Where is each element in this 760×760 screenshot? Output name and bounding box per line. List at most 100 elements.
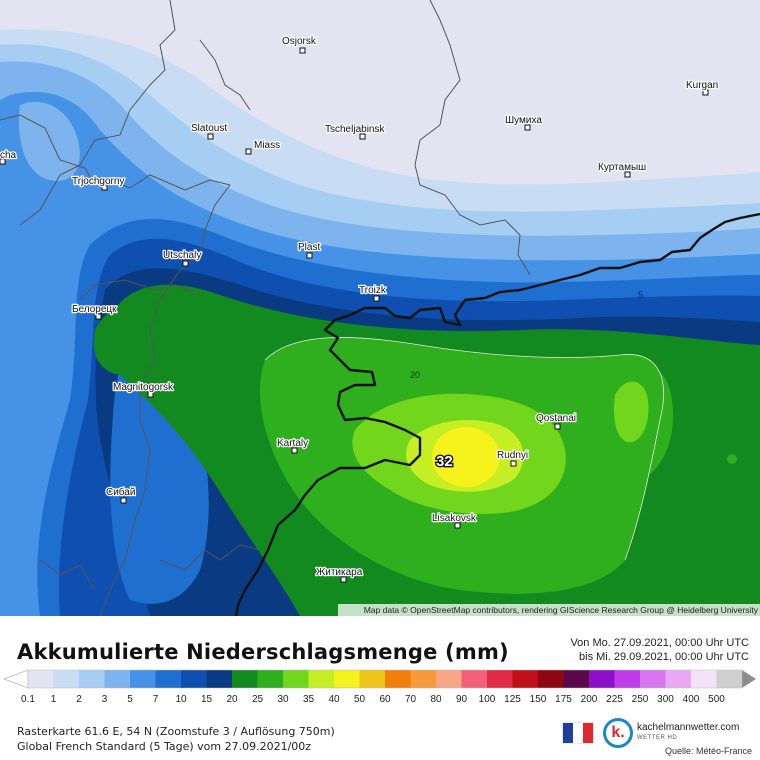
legend-swatch-20 xyxy=(232,670,258,688)
legend-label-90: 90 xyxy=(456,694,468,705)
legend-swatch-7 xyxy=(155,670,182,688)
precip-max-area xyxy=(432,427,500,487)
svg-text:Lisakovsk: Lisakovsk xyxy=(432,513,477,524)
kachelmann-logo-icon: k. xyxy=(603,718,633,748)
brand-subtitle: WETTER HD xyxy=(637,735,678,741)
svg-text:Plast: Plast xyxy=(298,242,320,253)
place-magnitogorsk[interactable]: Magnitogorsk xyxy=(112,381,175,398)
legend-label-175: 175 xyxy=(555,694,572,705)
legend-swatch-400 xyxy=(691,670,717,688)
place-zhitikara[interactable]: Житикара xyxy=(315,566,364,583)
place-kartaly[interactable]: Kartaly xyxy=(276,437,309,454)
legend-swatch-40 xyxy=(334,670,360,688)
precip-pocket-30-east xyxy=(613,381,649,443)
legend-swatch-0.1 xyxy=(28,670,54,688)
legend-label-20: 20 xyxy=(226,694,238,705)
svg-text:Белорецк: Белорецк xyxy=(72,304,117,315)
svg-text:Kurgan: Kurgan xyxy=(686,80,718,91)
place-lisakovsk[interactable]: Lisakovsk xyxy=(431,512,478,529)
map-info: Rasterkarte 61.6 E, 54 N (Zoomstufe 3 / … xyxy=(17,724,335,754)
legend-swatch-125 xyxy=(512,670,539,688)
place-utschaly[interactable]: Utschaly xyxy=(162,249,203,267)
legend-swatch-15 xyxy=(206,670,233,688)
svg-text:Slatoust: Slatoust xyxy=(191,123,227,134)
place-osjorsk[interactable]: Osjorsk xyxy=(281,35,318,54)
flag-stripe-blue xyxy=(563,723,573,743)
legend-outline xyxy=(27,669,743,689)
legend-label-5: 5 xyxy=(127,694,133,705)
svg-text:Шумиха: Шумиха xyxy=(505,115,542,126)
period-end: bis Mi. 29.09.2021, 00:00 Uhr UTC xyxy=(579,651,749,663)
legend-label-35: 35 xyxy=(303,694,315,705)
svg-text:Kartaly: Kartaly xyxy=(277,438,308,449)
legend-label-30: 30 xyxy=(277,694,289,705)
svg-text:Trjochgorny: Trjochgorny xyxy=(72,176,124,187)
place-kurgan[interactable]: Kurgan xyxy=(685,79,720,96)
place-beloretsk[interactable]: Белорецк xyxy=(71,303,118,320)
contour-label-5: 5 xyxy=(638,290,643,300)
svg-text:Troizk: Troizk xyxy=(359,285,387,296)
legend-swatch-30 xyxy=(283,670,309,688)
legend-swatch-3 xyxy=(104,670,131,688)
legend-swatch-10 xyxy=(181,670,207,688)
precip-dot-east xyxy=(727,454,737,464)
svg-text:Житикара: Житикара xyxy=(316,567,363,578)
contour-line-20 xyxy=(264,337,664,561)
legend-swatch-80 xyxy=(436,670,462,688)
place-cha[interactable]: cha xyxy=(0,149,18,165)
legend-label-10: 10 xyxy=(175,694,187,705)
legend-swatch-35 xyxy=(308,670,335,688)
legend-max-arrow xyxy=(742,670,756,688)
place-tscheljabinsk[interactable]: Tscheljabinsk xyxy=(324,123,387,140)
svg-text:Куртамыш: Куртамыш xyxy=(598,162,646,173)
place-sibay[interactable]: Сибай xyxy=(105,485,137,504)
legend-swatch-2 xyxy=(79,670,105,688)
brand-name: kachelmannwetter.com xyxy=(637,722,740,733)
legend-label-80: 80 xyxy=(430,694,442,705)
flag-stripe-red xyxy=(583,723,593,743)
svg-text:Rudnyi: Rudnyi xyxy=(497,450,528,461)
legend-label-2: 2 xyxy=(76,694,82,705)
legend-label-50: 50 xyxy=(354,694,366,705)
place-qostanai[interactable]: Qostanai xyxy=(535,412,577,430)
legend-min-arrow xyxy=(3,669,29,689)
place-slatoust[interactable]: Slatoust xyxy=(190,122,229,140)
map-attribution[interactable]: Map data © OpenStreetMap contributors, r… xyxy=(338,604,760,616)
flag-stripe-white xyxy=(573,723,583,743)
model-info: Global French Standard (5 Tage) vom 27.0… xyxy=(17,740,312,753)
place-trjochgorny[interactable]: Trjochgorny xyxy=(71,175,126,191)
legend-swatch-225 xyxy=(614,670,641,688)
chart-title: Akkumulierte Niederschlagsmenge (mm) xyxy=(17,640,509,664)
legend-swatch-250 xyxy=(640,670,666,688)
svg-text:Osjorsk: Osjorsk xyxy=(282,36,317,47)
legend-swatch-60 xyxy=(385,670,411,688)
place-miass[interactable]: Miass xyxy=(245,139,281,155)
legend-swatch-70 xyxy=(410,670,437,688)
place-troizk[interactable]: Troizk xyxy=(358,284,388,302)
place-rudnyi[interactable]: Rudnyi xyxy=(496,449,529,467)
place-shumikha[interactable]: Шумиха xyxy=(504,114,544,131)
legend-label-150: 150 xyxy=(530,694,547,705)
legend-label-1: 1 xyxy=(51,694,57,705)
legend-swatch-175 xyxy=(563,670,590,688)
legend-swatch-25 xyxy=(257,670,284,688)
legend-swatch-1 xyxy=(53,670,80,688)
legend-swatch-500 xyxy=(716,670,743,688)
svg-text:Qostanai: Qostanai xyxy=(536,413,576,424)
france-flag xyxy=(563,723,593,743)
precip-band-20-west xyxy=(93,306,154,375)
legend-label-100: 100 xyxy=(479,694,496,705)
precipitation-map[interactable]: Osjorsk Kurgan Slatoust Miass Tscheljabi… xyxy=(0,0,760,616)
legend-label-400: 400 xyxy=(683,694,700,705)
legend-label-15: 15 xyxy=(201,694,213,705)
period-start: Von Mo. 27.09.2021, 00:00 Uhr UTC xyxy=(570,637,749,649)
brand-text: kachelmannwetter.com WETTER HD xyxy=(637,723,739,743)
place-plast[interactable]: Plast xyxy=(297,241,322,259)
brand-link[interactable]: k. kachelmannwetter.com WETTER HD xyxy=(603,718,739,748)
legend-label-0.1: 0.1 xyxy=(21,694,35,705)
max-value-label: 32 xyxy=(436,453,453,470)
raster-info: Rasterkarte 61.6 E, 54 N (Zoomstufe 3 / … xyxy=(17,725,335,738)
legend-label-25: 25 xyxy=(252,694,264,705)
place-kurtamysh[interactable]: Куртамыш xyxy=(597,161,647,178)
legend-label-70: 70 xyxy=(405,694,417,705)
